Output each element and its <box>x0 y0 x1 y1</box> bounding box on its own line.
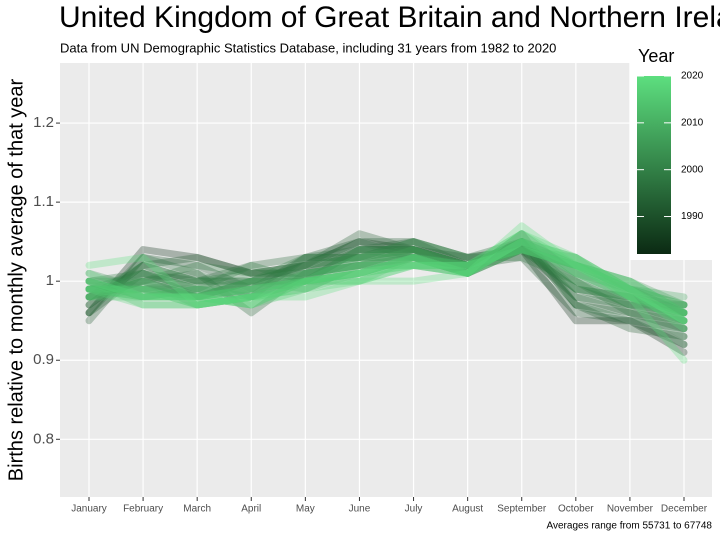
series-line <box>85 246 688 317</box>
series-line <box>85 238 688 325</box>
series-line <box>85 238 688 341</box>
lines <box>85 222 688 364</box>
x-tick-label: November <box>607 504 654 515</box>
y-tick-label: 0.8 <box>33 430 54 447</box>
legend: 1990 2000 2010 2020 <box>637 71 704 222</box>
chart-subtitle: Data from UN Demographic Statistics Data… <box>60 40 556 55</box>
series-line <box>85 238 688 325</box>
series-line <box>85 238 688 333</box>
series-line <box>85 246 688 333</box>
legend-title: Year <box>638 46 674 66</box>
plot-panel <box>60 63 712 497</box>
x-tick-label: July <box>405 504 423 515</box>
y-axis-label: Births relative to monthly average of th… <box>5 78 27 481</box>
series-line <box>85 238 688 317</box>
series-line <box>85 246 688 309</box>
series-line <box>85 230 688 333</box>
x-tick-label: March <box>183 504 211 515</box>
colorbar-tick-label: 1990 <box>681 211 704 222</box>
series-line <box>85 238 688 317</box>
y-tick-label: 1.2 <box>33 114 54 131</box>
series-line <box>85 222 688 364</box>
x-tick-label: April <box>241 504 261 515</box>
y-tick-label: 1.1 <box>33 193 54 210</box>
grid <box>60 63 712 497</box>
x-tick-label: August <box>452 504 483 515</box>
x-tick-label: September <box>497 504 547 515</box>
series-line <box>85 238 688 325</box>
y-tick-label: 1 <box>46 272 54 289</box>
series-line <box>85 246 688 317</box>
series-line <box>85 246 688 309</box>
series-line <box>85 238 688 348</box>
series-line <box>85 238 688 309</box>
series-line <box>85 238 688 356</box>
series-line <box>85 246 688 317</box>
caption: Averages range from 55731 to 67748 <box>547 521 713 532</box>
colorbar-tick-label: 2000 <box>681 164 704 175</box>
series-line <box>85 238 688 309</box>
chart-title: United Kingdom of Great Britain and Nort… <box>59 1 720 34</box>
series-line <box>85 238 688 325</box>
x-tick-label: December <box>661 504 708 515</box>
axes: 0.8 0.9 1 1.1 1.2 January February March April Ma… <box>33 114 708 515</box>
y-tick-label: 0.9 <box>33 351 54 368</box>
series-line <box>85 230 688 309</box>
series-line <box>85 246 688 325</box>
x-tick-label: June <box>349 504 371 515</box>
series-line <box>85 238 688 348</box>
series-line <box>85 238 688 317</box>
series-line <box>85 230 688 325</box>
series-line <box>85 238 688 317</box>
series-line <box>85 246 688 325</box>
x-tick-label: February <box>123 504 163 515</box>
series-line <box>85 238 688 341</box>
x-tick-label: January <box>71 504 107 515</box>
series-line <box>85 246 688 309</box>
colorbar-tick-label: 2020 <box>681 71 704 82</box>
colorbar <box>637 76 671 254</box>
x-tick-label: October <box>558 504 594 515</box>
series-line <box>85 230 688 317</box>
series-line <box>85 230 688 333</box>
x-tick-label: May <box>296 504 315 515</box>
colorbar-tick-label: 2010 <box>681 117 704 128</box>
